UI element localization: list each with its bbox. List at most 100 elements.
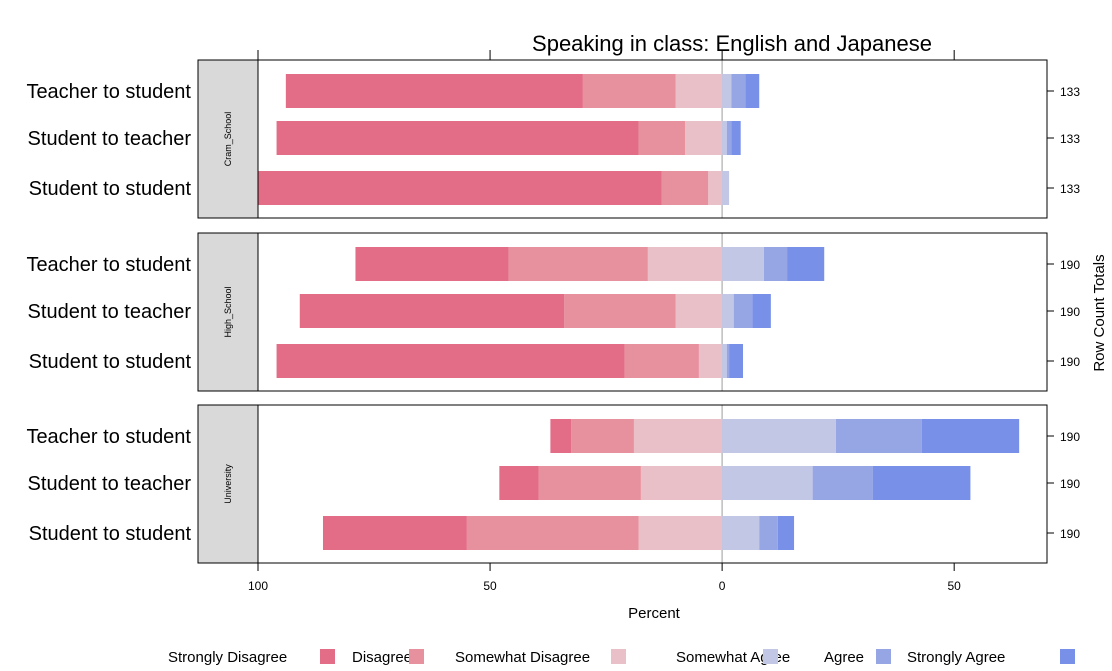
row-label: Student to student	[29, 351, 192, 373]
bar-segment-somewhat-disagree	[675, 294, 723, 328]
bar-segment-agree	[731, 74, 746, 108]
bar-segment-strongly-disagree	[276, 121, 639, 155]
row-label: Teacher to student	[26, 81, 191, 103]
bar-segment-strongly-agree	[745, 74, 760, 108]
row-count-total: 190	[1060, 430, 1080, 444]
bar-segment-somewhat-disagree	[647, 247, 723, 281]
bar-segment-strongly-agree	[777, 516, 795, 550]
bar-segment-strongly-disagree	[276, 344, 625, 378]
bar-segment-disagree	[624, 344, 699, 378]
panel-cram-school: Cram_School Teacher to student 133 Student …	[26, 59, 1080, 219]
chart-title: Speaking in class: English and Japanese	[532, 31, 932, 56]
bar-segment-somewhat-agree	[722, 121, 727, 155]
bar-row	[499, 466, 971, 500]
bar-segment-somewhat-disagree	[708, 171, 723, 205]
row-label: Student to teacher	[28, 128, 192, 150]
panel-strip-label: Cram_School	[223, 112, 233, 167]
bar-segment-strongly-disagree	[258, 171, 662, 205]
bar-segment-somewhat-disagree	[640, 466, 723, 500]
x-tick-label: 50	[483, 579, 497, 593]
row-label: Student to teacher	[28, 473, 192, 495]
panel-high-school: High_School Teacher to student 190 Student …	[26, 232, 1080, 392]
bar-segment-somewhat-agree	[722, 171, 730, 205]
bar-segment-strongly-agree	[752, 294, 771, 328]
bar-segment-strongly-disagree	[285, 74, 583, 108]
bar-segment-strongly-agree	[787, 247, 825, 281]
row-count-total: 190	[1060, 305, 1080, 319]
bar-segment-disagree	[508, 247, 648, 281]
legend-swatch-disagree	[409, 649, 424, 664]
legend-label: Strongly Disagree	[168, 649, 287, 666]
row-label: Student to teacher	[28, 301, 192, 323]
right-axis-label: Row Count Totals	[1091, 254, 1108, 371]
bar-segment-somewhat-agree	[722, 247, 764, 281]
bar-segment-somewhat-agree	[722, 344, 727, 378]
bar-segment-somewhat-agree	[722, 419, 836, 453]
row-count-total: 133	[1060, 85, 1080, 99]
bar-segment-somewhat-agree	[722, 74, 732, 108]
bar-row	[276, 121, 741, 155]
legend-label: Somewhat Agree	[676, 649, 790, 666]
legend-swatch-somewhat-agree	[763, 649, 778, 664]
bar-segment-agree	[733, 294, 753, 328]
panel-strip	[198, 405, 258, 563]
bar-segment-disagree	[564, 294, 676, 328]
row-label: Student to student	[29, 523, 192, 545]
bar-row	[258, 171, 730, 205]
legend-label: Somewhat Disagree	[455, 649, 590, 666]
row-count-total: 133	[1060, 182, 1080, 196]
legend-swatch-somewhat-disagree	[611, 649, 626, 664]
row-count-total: 190	[1060, 477, 1080, 491]
bar-segment-strongly-agree	[729, 344, 744, 378]
bar-segment-strongly-agree	[731, 121, 741, 155]
panel-border	[197, 59, 1048, 219]
bar-segment-disagree	[638, 121, 685, 155]
bar-segment-disagree	[538, 466, 641, 500]
bar-segment-agree	[726, 121, 732, 155]
bar-segment-somewhat-disagree	[675, 74, 723, 108]
legend-swatch-strongly-disagree	[320, 649, 335, 664]
panel-strip	[198, 60, 258, 218]
bar-row	[285, 74, 760, 108]
row-count-total: 190	[1060, 355, 1080, 369]
bar-segment-somewhat-disagree	[698, 344, 723, 378]
bar-segment-somewhat-agree	[722, 466, 813, 500]
bar-segment-agree	[763, 247, 788, 281]
bar-segment-strongly-disagree	[355, 247, 509, 281]
bar-segment-strongly-agree	[872, 466, 971, 500]
panel-border	[197, 404, 1048, 564]
legend-label: Agree	[824, 649, 864, 666]
bar-segment-strongly-disagree	[499, 466, 539, 500]
bar-row	[276, 344, 744, 378]
bar-segment-somewhat-disagree	[638, 516, 723, 550]
row-label: Student to student	[29, 178, 192, 200]
legend-label: Disagree	[352, 649, 412, 666]
bar-segment-somewhat-agree	[722, 516, 760, 550]
bar-row	[550, 419, 1020, 453]
legend-swatch-agree	[876, 649, 891, 664]
bar-segment-strongly-agree	[921, 419, 1020, 453]
x-tick-label: 0	[719, 579, 726, 593]
bar-segment-strongly-disagree	[550, 419, 572, 453]
bar-segment-agree	[812, 466, 873, 500]
bar-segment-disagree	[582, 74, 676, 108]
row-label: Teacher to student	[26, 254, 191, 276]
bar-segment-disagree	[571, 419, 634, 453]
row-count-total: 190	[1060, 527, 1080, 541]
row-count-total: 133	[1060, 132, 1080, 146]
bar-segment-agree	[726, 344, 730, 378]
bar-segment-somewhat-agree	[722, 294, 734, 328]
bar-segment-somewhat-disagree	[633, 419, 723, 453]
bar-segment-disagree	[661, 171, 709, 205]
x-tick-label: 100	[248, 579, 268, 593]
panel-strip-label: University	[223, 464, 233, 504]
panel-strip	[198, 233, 258, 391]
bar-row	[355, 247, 825, 281]
bar-segment-somewhat-disagree	[684, 121, 723, 155]
row-count-total: 190	[1060, 258, 1080, 272]
x-tick-label: 50	[947, 579, 961, 593]
bar-row	[299, 294, 771, 328]
panel-university: University Teacher to student 190 Student t…	[26, 404, 1080, 564]
bar-segment-strongly-disagree	[299, 294, 565, 328]
bar-segment-disagree	[466, 516, 639, 550]
